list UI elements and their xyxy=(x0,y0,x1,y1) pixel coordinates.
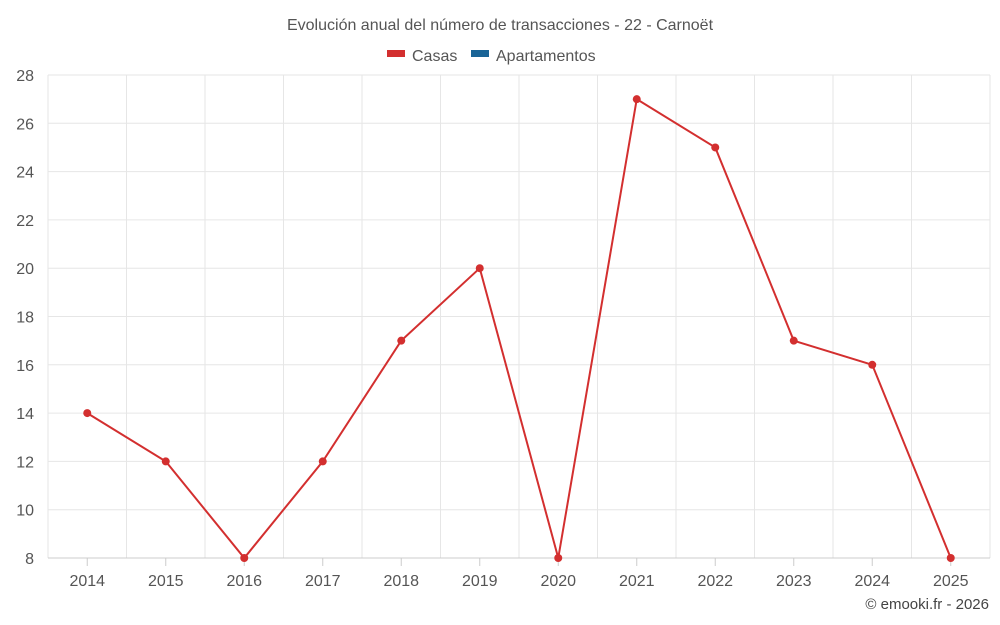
y-tick-label-10: 10 xyxy=(16,503,34,520)
series-casas xyxy=(83,95,955,562)
x-tick-label-2018: 2018 xyxy=(383,573,419,590)
chart-title: Evolución anual del número de transaccio… xyxy=(287,17,714,34)
y-tick-label-8: 8 xyxy=(25,551,34,568)
data-point-casas-2016[interactable] xyxy=(240,554,249,562)
y-tick-label-26: 26 xyxy=(16,116,34,133)
legend-label-casas[interactable]: Casas xyxy=(412,48,457,65)
data-point-casas-2022[interactable] xyxy=(711,143,720,152)
legend-label-apartamentos[interactable]: Apartamentos xyxy=(496,48,596,65)
y-tick-label-12: 12 xyxy=(16,454,34,471)
data-point-casas-2020[interactable] xyxy=(554,554,563,562)
y-tick-label-20: 20 xyxy=(16,261,34,278)
legend-swatch-apartamentos xyxy=(471,50,489,57)
x-tick-label-2015: 2015 xyxy=(148,573,184,590)
credit-text: © emooki.fr - 2026 xyxy=(865,596,989,613)
y-tick-label-28: 28 xyxy=(16,68,34,85)
x-gridlines xyxy=(47,75,991,558)
y-tick-label-16: 16 xyxy=(16,358,34,375)
x-tick-label-2019: 2019 xyxy=(462,573,498,590)
y-tick-label-14: 14 xyxy=(16,406,34,423)
y-tick-label-22: 22 xyxy=(16,213,34,230)
x-axis-ticks: 2014 2015 2016 2017 2018 2019 2020 2021 2022 2023… xyxy=(69,558,969,590)
x-tick-label-2024: 2024 xyxy=(854,573,890,590)
x-tick-label-2023: 2023 xyxy=(776,573,812,590)
data-point-casas-2024[interactable] xyxy=(868,360,877,369)
data-point-casas-2019[interactable] xyxy=(475,264,484,273)
data-point-casas-2021[interactable] xyxy=(632,95,641,104)
data-point-casas-2025[interactable] xyxy=(946,554,955,562)
y-tick-label-18: 18 xyxy=(16,310,34,327)
y-axis-ticks: 8 10 12 14 16 18 20 22 24 26 28 xyxy=(16,68,34,568)
x-tick-label-2020: 2020 xyxy=(540,573,576,590)
x-tick-label-2025: 2025 xyxy=(933,573,969,590)
data-point-casas-2015[interactable] xyxy=(161,457,170,466)
x-tick-label-2014: 2014 xyxy=(69,573,105,590)
data-point-casas-2023[interactable] xyxy=(789,336,798,345)
data-point-casas-2014[interactable] xyxy=(83,409,92,418)
data-point-casas-2017[interactable] xyxy=(318,457,327,466)
x-tick-label-2016: 2016 xyxy=(226,573,262,590)
x-tick-label-2022: 2022 xyxy=(697,573,733,590)
legend: Casas Apartamentos xyxy=(387,48,596,65)
x-tick-label-2017: 2017 xyxy=(305,573,341,590)
y-tick-label-24: 24 xyxy=(16,165,34,182)
series-line-casas xyxy=(86,97,952,560)
legend-swatch-casas xyxy=(387,50,405,57)
data-point-casas-2018[interactable] xyxy=(397,336,406,345)
x-tick-label-2021: 2021 xyxy=(619,573,655,590)
